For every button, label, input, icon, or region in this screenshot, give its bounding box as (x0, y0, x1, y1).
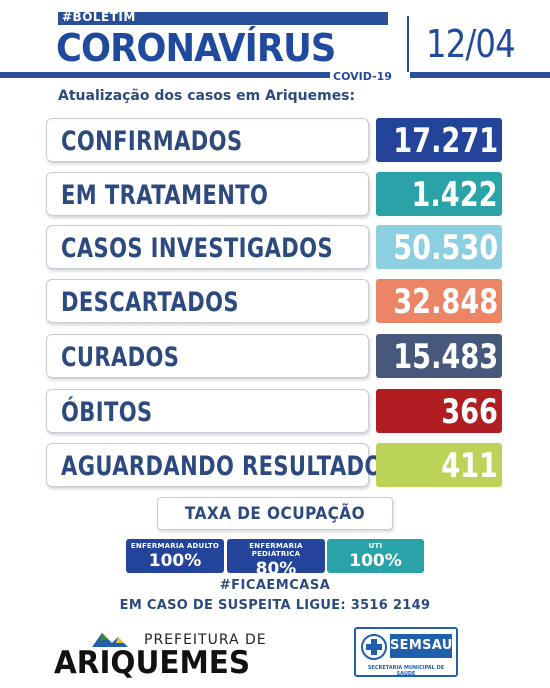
row-obitos: ÓBITOS 366 (46, 389, 502, 433)
row-value: 1.422 (411, 175, 498, 215)
row-confirmados: CONFIRMADOS 17.271 (46, 118, 502, 162)
semsau-logo: SEMSAU SECRETARIA MUNICIPAL DE SAÚDE (354, 627, 458, 677)
page-title: CORONAVÍRUS (56, 26, 336, 70)
boletim-tag: #BOLETIM (58, 10, 388, 27)
row-label-box: AGUARDANDO RESULTADO (46, 443, 382, 487)
row-label-box: DESCARTADOS (46, 279, 369, 323)
row-curados: CURADOS 15.483 (46, 334, 502, 378)
row-label: CURADOS (61, 342, 180, 373)
semsau-subtitle: SECRETARIA MUNICIPAL DE SAÚDE (367, 665, 445, 677)
row-label-box: CURADOS (46, 334, 369, 378)
phone-text: EM CASO DE SUSPEITA LIGUE: 3516 2149 (119, 598, 431, 613)
row-label-box: CONFIRMADOS (46, 118, 369, 162)
bulletin-date: 12/04 (426, 22, 516, 66)
row-label: EM TRATAMENTO (61, 180, 269, 211)
date-divider (410, 72, 550, 78)
row-value: 411 (441, 446, 498, 486)
row-em-tratamento: EM TRATAMENTO 1.422 (46, 172, 502, 216)
header-divider (0, 72, 395, 78)
occupancy-label: UTI (368, 542, 383, 550)
semsau-name: SEMSAU (390, 634, 452, 658)
row-descartados: DESCARTADOS 32.848 (46, 279, 502, 323)
row-label-box: EM TRATAMENTO (46, 172, 369, 216)
occupancy-value: 80% (255, 559, 297, 579)
ariquemes-logo-text: ARIQUEMES (54, 645, 251, 681)
occupancy-icu: UTI 100% (327, 539, 424, 573)
row-aguardando-resultado: AGUARDANDO RESULTADO 411 (46, 443, 502, 487)
row-label: AGUARDANDO RESULTADO (61, 451, 383, 482)
occupancy-value: 100% (148, 551, 202, 571)
row-value-box: 32.848 (376, 279, 502, 323)
row-value-box: 366 (376, 389, 502, 433)
occupancy-title-box: TAXA DE OCUPAÇÃO (157, 497, 393, 530)
occupancy-value: 100% (349, 551, 402, 571)
row-label: CONFIRMADOS (61, 126, 243, 157)
row-value-box: 17.271 (376, 118, 502, 162)
row-label: CASOS INVESTIGADOS (61, 233, 334, 264)
occupancy-label: ENFERMARIA ADULTO (130, 542, 220, 550)
row-value: 17.271 (393, 121, 498, 161)
row-label-box: ÓBITOS (46, 389, 369, 433)
covid-label: COVID-19 (330, 70, 395, 83)
row-value-box: 1.422 (376, 172, 502, 216)
hashtag-text: #FICAEMCASA (219, 578, 331, 593)
row-value: 15.483 (393, 337, 498, 377)
occupancy-pediatric-ward: ENFERMARIA PEDIÁTRICA 80% (227, 539, 325, 579)
date-divider-vertical (407, 16, 409, 72)
boletim-bar (58, 12, 388, 25)
occupancy-adult-ward: ENFERMARIA ADULTO 100% (126, 539, 224, 573)
prefeitura-emblem-icon (92, 633, 128, 647)
row-label-box: CASOS INVESTIGADOS (46, 225, 369, 269)
occupancy-title: TAXA DE OCUPAÇÃO (184, 504, 366, 524)
row-value-box: 411 (376, 443, 502, 487)
row-label: DESCARTADOS (61, 287, 239, 318)
row-value-box: 15.483 (376, 334, 502, 378)
semsau-emblem-icon (361, 634, 387, 660)
prefeitura-label: PREFEITURA DE (144, 632, 267, 648)
row-value: 32.848 (393, 282, 498, 322)
boletim-text: #BOLETIM (62, 10, 136, 24)
update-subtitle: Atualização dos casos em Ariquemes: (58, 88, 356, 104)
row-value-box: 50.530 (376, 225, 502, 269)
row-value: 366 (441, 392, 498, 432)
row-casos-investigados: CASOS INVESTIGADOS 50.530 (46, 225, 502, 269)
row-label: ÓBITOS (61, 397, 153, 428)
row-value: 50.530 (393, 228, 498, 268)
occupancy-label: ENFERMARIA PEDIÁTRICA (249, 542, 303, 558)
